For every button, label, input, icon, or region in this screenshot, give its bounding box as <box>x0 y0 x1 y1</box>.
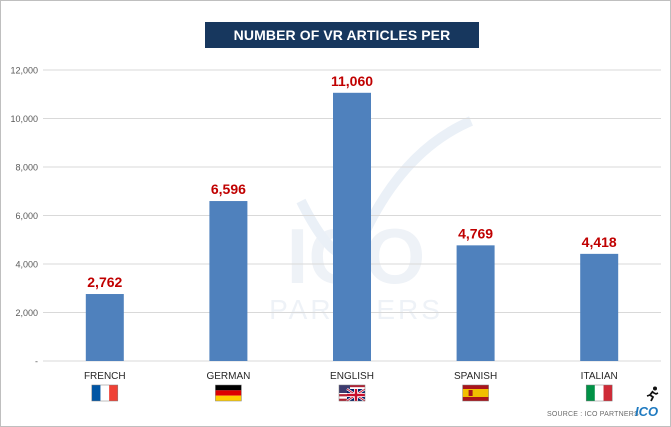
flag-stripe <box>109 385 118 401</box>
flag-usa-uk-icon <box>338 384 366 402</box>
flag-stripe <box>462 389 489 397</box>
flag-stripe <box>339 387 365 390</box>
flag-border <box>215 384 242 402</box>
flag-italy-icon <box>585 384 613 402</box>
x-tick-label: ITALIAN <box>581 371 618 382</box>
x-tick-label: GERMAN <box>206 371 250 382</box>
bar-value-label: 4,769 <box>458 225 493 241</box>
flag-france-icon <box>91 384 119 402</box>
bar-value-label: 11,060 <box>331 73 373 89</box>
watermark-swoosh <box>296 116 473 260</box>
flag-germany-icon <box>215 384 242 402</box>
bar-value-label: 2,762 <box>87 274 122 290</box>
y-tick-label: 4,000 <box>15 260 38 270</box>
flag-border <box>338 384 366 402</box>
flag-stripe <box>91 385 101 401</box>
flag-stripe <box>339 385 365 388</box>
flag-stripe <box>603 385 613 401</box>
flag-stripe <box>215 395 242 401</box>
source-note: SOURCE : ICO PARTNERS <box>547 411 639 418</box>
flag-stripe <box>215 385 242 391</box>
runner-icon <box>646 386 659 402</box>
flag-border <box>91 384 119 402</box>
y-tick-label: 10,000 <box>10 114 38 124</box>
flag-stripe <box>586 385 595 401</box>
bar <box>209 201 248 361</box>
flag-stripe <box>594 385 604 401</box>
flag-canton <box>339 385 350 393</box>
y-tick-label: 6,000 <box>15 211 38 221</box>
flag-emblem <box>468 390 473 396</box>
y-tick-label: - <box>35 357 38 367</box>
y-tick-label: 2,000 <box>15 308 38 318</box>
flag-stripe <box>215 390 242 396</box>
ico-logo: ICO <box>635 404 659 419</box>
flag-cross <box>347 393 365 397</box>
bar-value-label: 4,418 <box>582 234 617 250</box>
y-tick-label: 12,000 <box>10 66 38 76</box>
bar <box>456 245 495 361</box>
bar-value-label: 6,596 <box>211 181 246 197</box>
flag-border <box>462 384 489 402</box>
y-tick-label: 8,000 <box>15 163 38 173</box>
bar <box>580 253 619 361</box>
flag-stripe <box>462 397 489 401</box>
x-tick-label: ENGLISH <box>330 371 374 382</box>
x-tick-label: FRENCH <box>84 371 126 382</box>
bar <box>333 92 371 362</box>
chart-title: NUMBER OF VR ARTICLES PER LANGUAGE <box>205 22 479 69</box>
flag-spain-icon <box>462 384 489 402</box>
flag-stripe <box>462 385 489 389</box>
flag-border <box>585 384 613 402</box>
flag-stripe <box>100 385 110 401</box>
x-tick-label: SPANISH <box>454 371 497 382</box>
bar <box>85 294 124 361</box>
